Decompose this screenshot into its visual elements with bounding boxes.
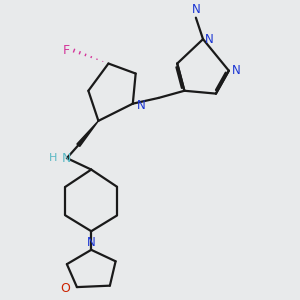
Text: H: H <box>49 153 58 163</box>
Text: N: N <box>62 152 72 165</box>
Text: N: N <box>232 64 240 77</box>
Text: N: N <box>137 99 146 112</box>
Text: N: N <box>191 3 200 16</box>
Text: O: O <box>61 282 70 295</box>
Polygon shape <box>77 121 98 146</box>
Text: N: N <box>205 33 214 46</box>
Text: N: N <box>87 236 96 249</box>
Text: F: F <box>63 44 70 57</box>
